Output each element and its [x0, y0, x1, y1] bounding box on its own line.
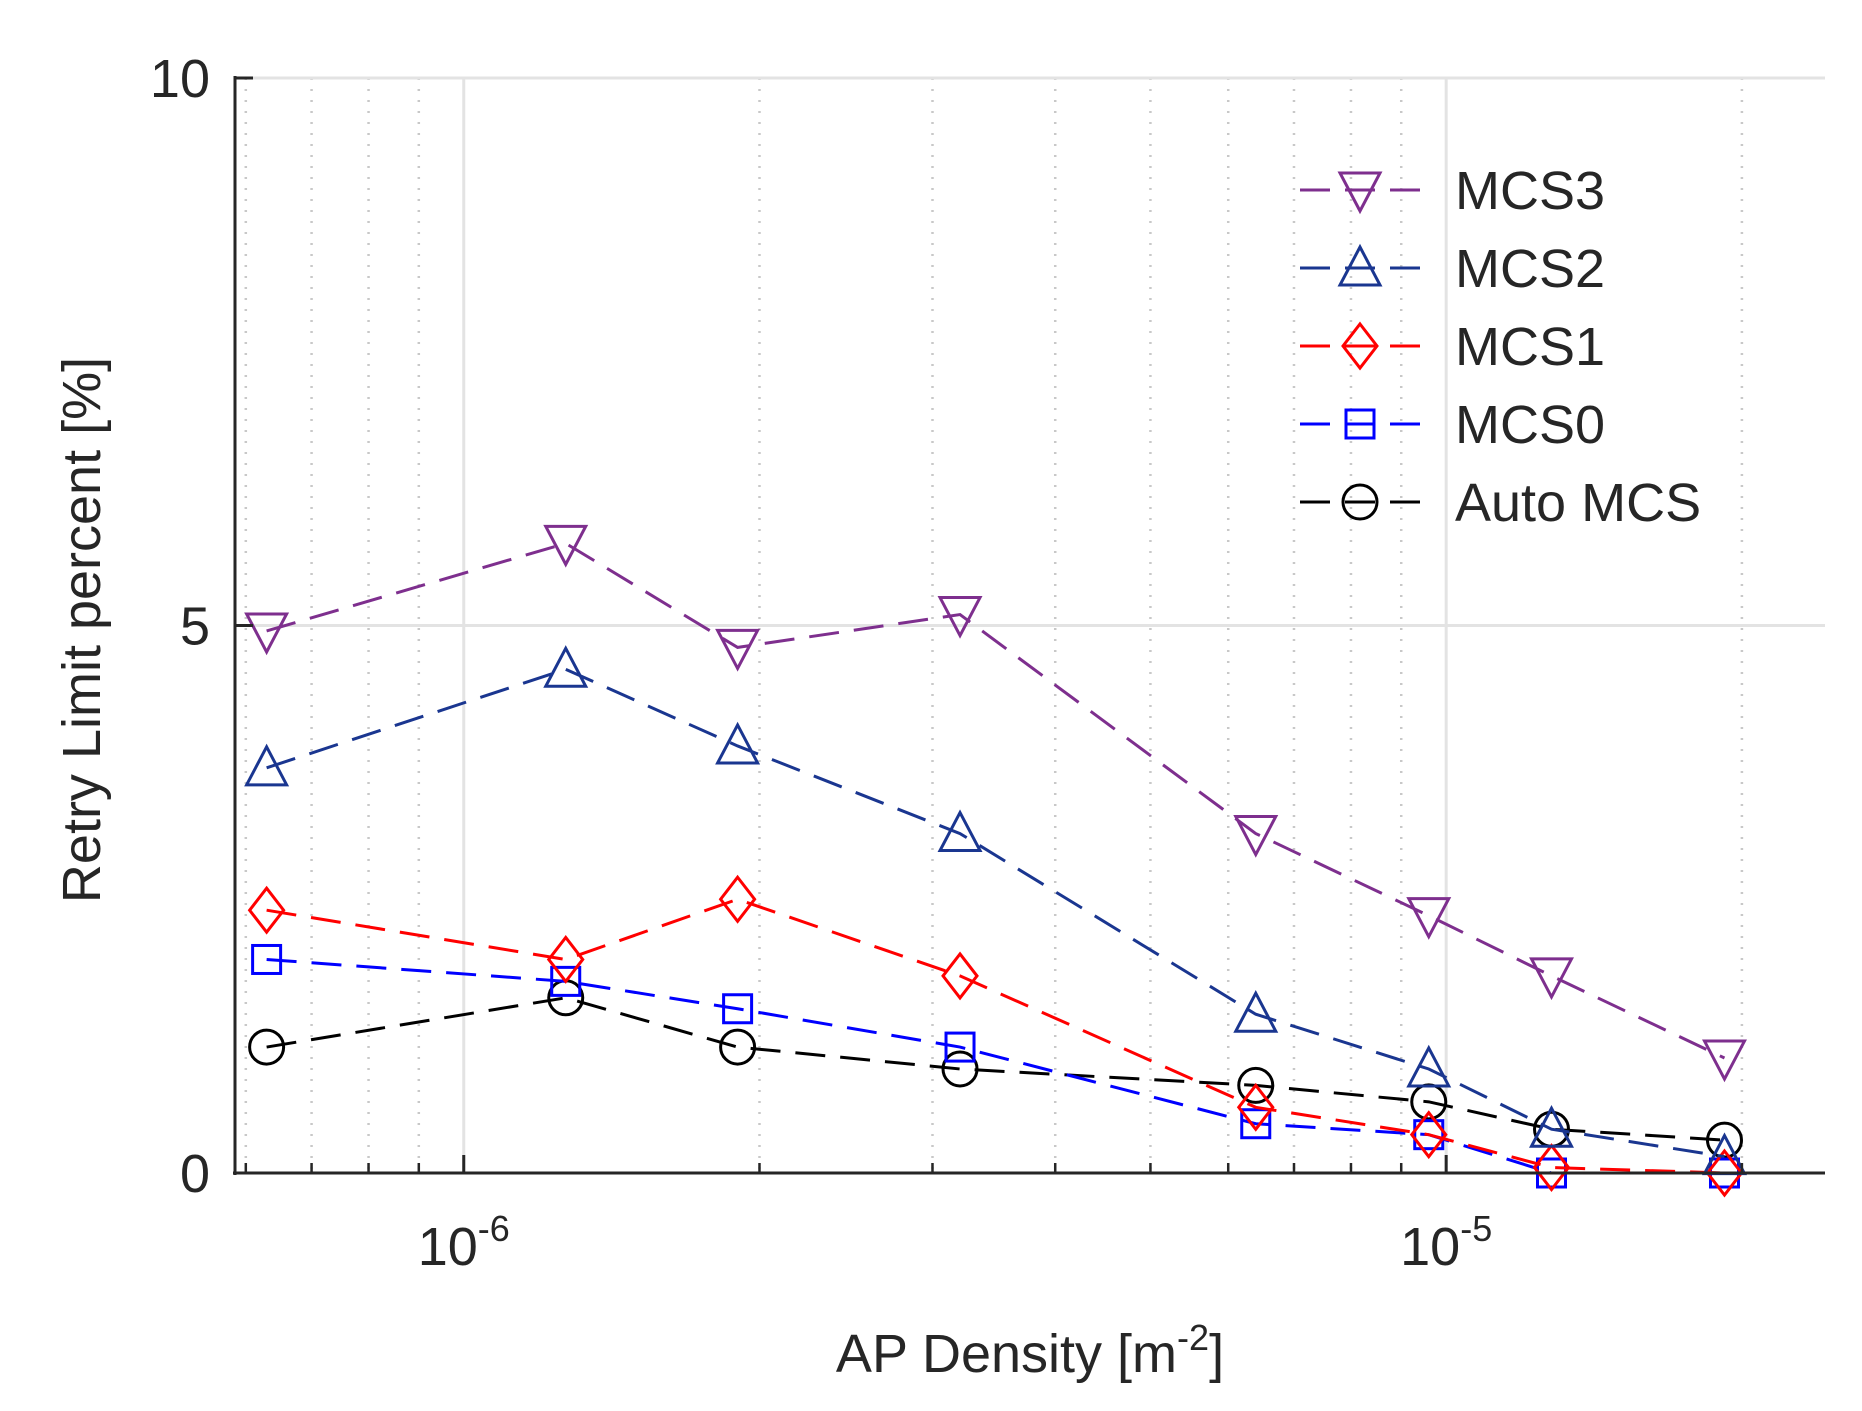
data-point-marker — [1237, 1066, 1275, 1104]
series-auto-mcs — [248, 979, 1743, 1159]
data-point-marker — [941, 1050, 979, 1088]
data-point-marker — [1413, 1119, 1445, 1151]
x-axis-label: AP Density [m-2] — [836, 1317, 1224, 1384]
legend-entry: MCS1 — [1300, 317, 1605, 377]
legend-entry: MCS2 — [1300, 239, 1605, 299]
legend-label: MCS0 — [1455, 395, 1605, 455]
data-point-marker — [1705, 1121, 1743, 1159]
legend-label: MCS2 — [1455, 239, 1605, 299]
legend-entry: MCS3 — [1300, 161, 1605, 221]
data-point-marker — [1233, 990, 1279, 1033]
data-point-marker — [247, 885, 286, 935]
data-point-marker — [244, 743, 290, 787]
data-point-marker — [1233, 815, 1279, 858]
series-line — [266, 957, 1725, 1175]
x-tick-label: 10-6 — [418, 1208, 510, 1277]
data-point-marker — [1240, 1108, 1272, 1140]
series-line — [266, 541, 1726, 1060]
legend-marker — [1341, 321, 1379, 371]
y-tick-label: 0 — [180, 1144, 210, 1204]
data-point-marker — [937, 596, 983, 639]
data-point-marker — [1406, 1044, 1452, 1088]
legend-entry: MCS0 — [1300, 395, 1605, 455]
data-point-marker — [248, 1028, 286, 1066]
x-axis-label-exponent: -2 — [1177, 1317, 1209, 1358]
x-axis-label-suffix: ] — [1209, 1324, 1224, 1384]
data-point-marker — [550, 965, 582, 997]
series-mcs3 — [244, 524, 1747, 1083]
data-point-marker — [937, 809, 983, 853]
data-point-marker — [244, 612, 290, 656]
data-point-marker — [722, 993, 754, 1025]
data-point-marker — [718, 874, 757, 924]
legend-entry: Auto MCS — [1300, 473, 1701, 533]
series-mcs1 — [247, 874, 1744, 1198]
data-point-marker — [1702, 1039, 1747, 1083]
data-point-marker — [944, 1031, 976, 1063]
legend-marker — [1337, 171, 1383, 215]
data-point-marker — [719, 1028, 757, 1066]
legend-label: MCS3 — [1455, 161, 1605, 221]
legend-marker — [1341, 483, 1379, 521]
series-line — [266, 667, 1725, 1159]
series-mcs0 — [251, 943, 1740, 1189]
data-point-marker — [1529, 1104, 1574, 1148]
data-point-marker — [1529, 957, 1574, 1001]
legend-label: MCS1 — [1455, 317, 1605, 377]
legend-marker — [1337, 243, 1383, 287]
data-point-marker — [715, 628, 761, 672]
series-mcs2 — [244, 645, 1747, 1176]
data-point-marker — [546, 935, 585, 984]
data-point-marker — [1406, 897, 1452, 940]
series-line — [266, 996, 1725, 1142]
series-lines — [244, 524, 1747, 1198]
legend: MCS3 MCS2 MCS1 MCS0 Auto MCS — [1300, 161, 1701, 533]
legend-label: Auto MCS — [1455, 473, 1701, 533]
data-point-marker — [543, 524, 589, 568]
y-axis-label: Retry Limit percent [%] — [52, 357, 112, 903]
data-point-marker — [547, 979, 585, 1017]
tick-labels: 0 5 10 10-6 10-5 — [150, 49, 1492, 1277]
data-point-marker — [1705, 1148, 1744, 1198]
y-tick-label: 5 — [180, 597, 210, 657]
data-point-marker — [941, 951, 979, 1001]
legend-marker — [1344, 408, 1376, 440]
data-point-marker — [1532, 1143, 1571, 1192]
x-axis-label-main: AP Density [m — [836, 1324, 1177, 1384]
axes — [233, 76, 1825, 1175]
series-line — [266, 897, 1725, 1175]
data-point-marker — [715, 721, 761, 765]
data-point-marker — [1236, 1082, 1275, 1132]
x-tick-label: 10-5 — [1400, 1208, 1492, 1277]
y-tick-label: 10 — [150, 49, 210, 109]
data-point-marker — [1409, 1110, 1448, 1160]
data-point-marker — [251, 943, 283, 975]
data-point-marker — [543, 645, 589, 688]
